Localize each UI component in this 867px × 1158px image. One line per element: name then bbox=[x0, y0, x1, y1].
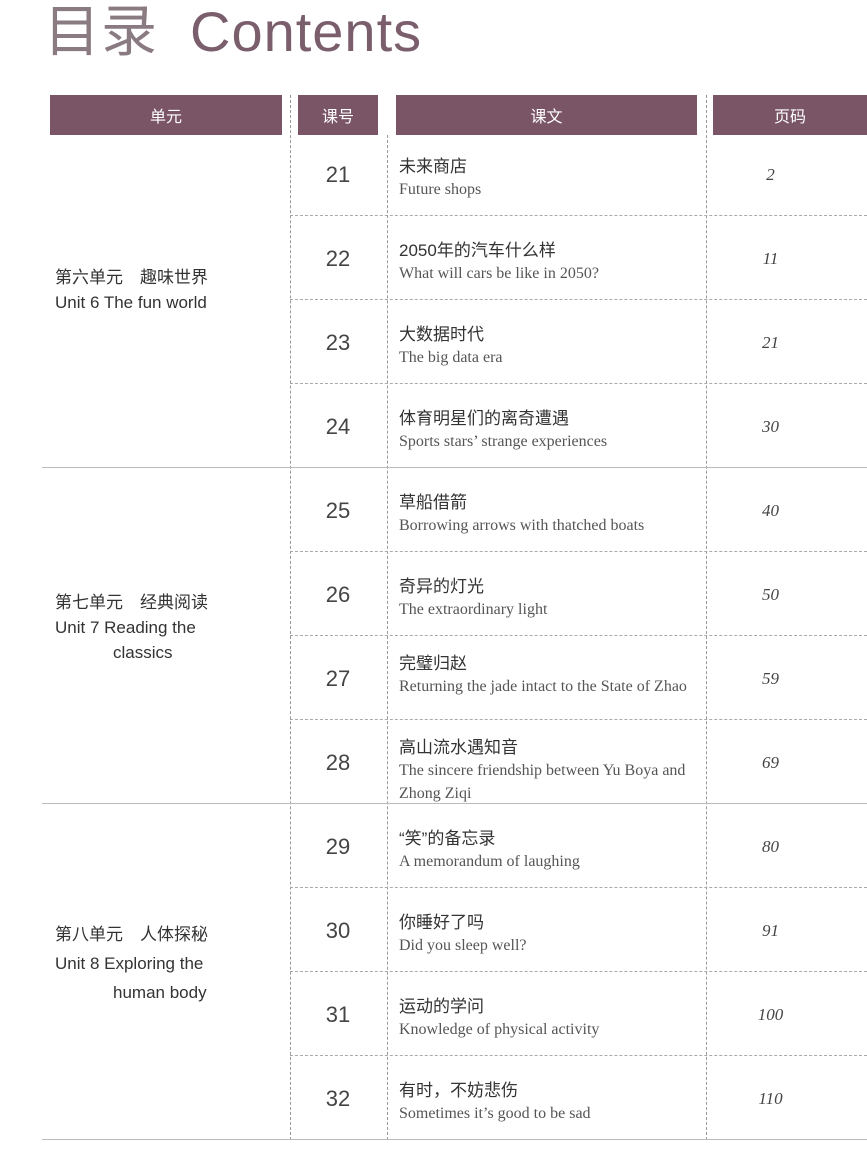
lesson-number: 30 bbox=[325, 918, 351, 943]
lesson-number: 32 bbox=[325, 1086, 351, 1111]
unit-zh: 第六单元 趣味世界 bbox=[55, 268, 208, 287]
lesson-title-en: The extraordinary light bbox=[399, 601, 548, 618]
lesson-title-en: Did you sleep well? bbox=[399, 937, 527, 954]
page-number: 91 bbox=[762, 921, 779, 940]
row-divider bbox=[290, 299, 867, 300]
page-number: 110 bbox=[758, 1089, 783, 1108]
row-divider bbox=[290, 887, 867, 888]
lesson-title-zh: 大数据时代 bbox=[399, 325, 484, 344]
lesson-title-zh: 2050年的汽车什么样 bbox=[399, 241, 556, 260]
page-number: 50 bbox=[762, 585, 779, 604]
lesson-title-en: Sometimes it’s good to be sad bbox=[399, 1105, 591, 1122]
row-divider bbox=[290, 551, 867, 552]
row-divider bbox=[290, 215, 867, 216]
unit-en: Unit 6 The fun world bbox=[55, 293, 207, 312]
row-divider bbox=[290, 383, 867, 384]
unit-zh: 第七单元 经典阅读 bbox=[55, 593, 208, 612]
unit-label: 第八单元 人体探秘 Unit 8 Exploring the human bod… bbox=[55, 920, 208, 1007]
page-number: 40 bbox=[762, 501, 779, 520]
unit-label: 第七单元 经典阅读 Unit 7 Reading the classics bbox=[55, 590, 208, 665]
header-number: 课号 bbox=[298, 95, 378, 135]
lesson-title[interactable]: 运动的学问 Knowledge of physical activity bbox=[399, 996, 704, 1041]
page-number: 21 bbox=[762, 333, 779, 352]
lesson-title-en: A memorandum of laughing bbox=[399, 853, 580, 870]
page-number: 100 bbox=[757, 1005, 784, 1024]
unit-en: Unit 8 Exploring the bbox=[55, 954, 204, 973]
lesson-title-zh: 有时，不妨悲伤 bbox=[399, 1081, 518, 1100]
unit-zh: 第八单元 人体探秘 bbox=[55, 925, 208, 944]
column-divider bbox=[290, 95, 291, 1140]
lesson-title-en: What will cars be like in 2050? bbox=[399, 265, 599, 282]
lesson-title[interactable]: 草船借箭 Borrowing arrows with thatched boat… bbox=[399, 492, 704, 537]
lesson-title-zh: 未来商店 bbox=[399, 157, 467, 176]
title-zh: 目录 bbox=[44, 0, 158, 65]
page-number: 11 bbox=[762, 249, 779, 268]
row-divider bbox=[42, 467, 867, 468]
unit-label: 第六单元 趣味世界 Unit 6 The fun world bbox=[55, 265, 208, 315]
lesson-number: 28 bbox=[325, 750, 351, 775]
unit-en-cont: classics bbox=[113, 643, 173, 662]
lesson-title-en: Returning the jade intact to the State o… bbox=[399, 678, 687, 695]
lesson-title-zh: 高山流水遇知音 bbox=[399, 738, 518, 757]
lesson-number: 31 bbox=[325, 1002, 351, 1027]
lesson-number: 29 bbox=[325, 834, 351, 859]
page-number: 2 bbox=[766, 165, 775, 184]
lesson-number: 24 bbox=[325, 414, 351, 439]
lesson-title-zh: “笑”的备忘录 bbox=[399, 829, 496, 848]
page-title: 目录 Contents bbox=[44, 0, 422, 65]
lesson-title-zh: 你睡好了吗 bbox=[399, 913, 484, 932]
lesson-title-en: Sports stars’ strange experiences bbox=[399, 433, 608, 450]
lesson-title-en: The sincere friendship between Yu Boya a… bbox=[399, 762, 686, 802]
lesson-number: 23 bbox=[325, 330, 351, 355]
column-divider bbox=[706, 95, 707, 1140]
row-divider bbox=[290, 719, 867, 720]
lesson-title[interactable]: 有时，不妨悲伤 Sometimes it’s good to be sad bbox=[399, 1080, 704, 1125]
header-unit: 单元 bbox=[50, 95, 282, 135]
lesson-title-zh: 奇异的灯光 bbox=[399, 577, 484, 596]
lesson-title[interactable]: 你睡好了吗 Did you sleep well? bbox=[399, 912, 704, 957]
row-divider bbox=[290, 971, 867, 972]
lesson-title[interactable]: 2050年的汽车什么样 What will cars be like in 20… bbox=[399, 240, 704, 285]
unit-en: Unit 7 Reading the bbox=[55, 618, 196, 637]
lesson-number: 26 bbox=[325, 582, 351, 607]
lesson-title-zh: 运动的学问 bbox=[399, 997, 484, 1016]
unit-en-cont: human body bbox=[113, 983, 207, 1002]
lesson-title-en: Future shops bbox=[399, 181, 482, 198]
lesson-title-zh: 草船借箭 bbox=[399, 493, 467, 512]
page-number: 69 bbox=[762, 753, 779, 772]
lesson-title-zh: 完璧归赵 bbox=[399, 654, 467, 673]
lesson-title[interactable]: 完璧归赵 Returning the jade intact to the St… bbox=[399, 653, 704, 698]
lesson-number: 21 bbox=[325, 162, 351, 187]
lesson-title[interactable]: 奇异的灯光 The extraordinary light bbox=[399, 576, 704, 621]
row-divider bbox=[42, 803, 867, 804]
lesson-title[interactable]: 体育明星们的离奇遭遇 Sports stars’ strange experie… bbox=[399, 408, 704, 453]
column-divider bbox=[387, 135, 388, 1140]
lesson-title-en: Knowledge of physical activity bbox=[399, 1021, 600, 1038]
row-divider bbox=[290, 635, 867, 636]
page-number: 59 bbox=[762, 669, 779, 688]
lesson-title[interactable]: 高山流水遇知音 The sincere friendship between Y… bbox=[399, 737, 704, 805]
lesson-title[interactable]: 大数据时代 The big data era bbox=[399, 324, 704, 369]
header-lesson: 课文 bbox=[396, 95, 697, 135]
title-en: Contents bbox=[190, 0, 423, 63]
lesson-number: 27 bbox=[325, 666, 351, 691]
page-number: 80 bbox=[762, 837, 779, 856]
lesson-number: 25 bbox=[325, 498, 351, 523]
row-divider bbox=[42, 1139, 867, 1140]
lesson-title[interactable]: 未来商店 Future shops bbox=[399, 156, 704, 201]
lesson-title-zh: 体育明星们的离奇遭遇 bbox=[399, 409, 569, 428]
lesson-title[interactable]: “笑”的备忘录 A memorandum of laughing bbox=[399, 828, 704, 873]
lesson-number: 22 bbox=[325, 246, 351, 271]
row-divider bbox=[290, 1055, 867, 1056]
page-number: 30 bbox=[762, 417, 779, 436]
lesson-title-en: The big data era bbox=[399, 349, 503, 366]
lesson-title-en: Borrowing arrows with thatched boats bbox=[399, 517, 645, 534]
header-page: 页码 bbox=[713, 95, 867, 135]
